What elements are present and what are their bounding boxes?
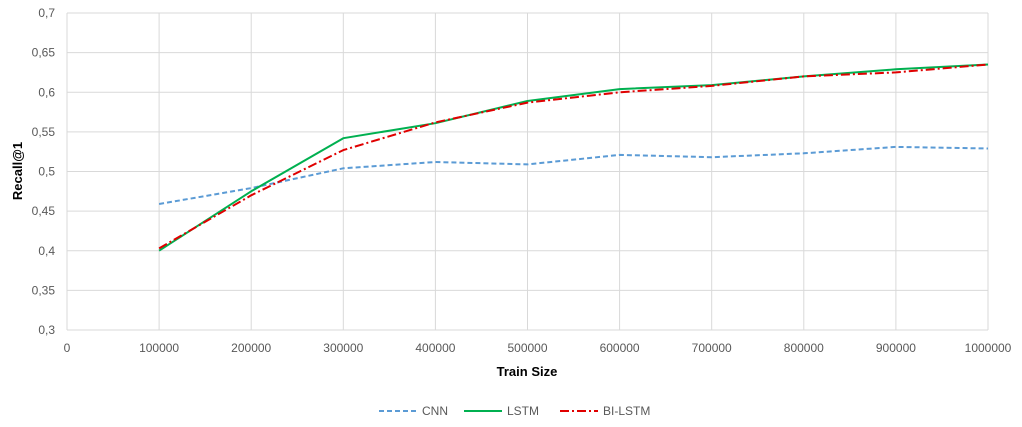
legend-label-bi-lstm: BI-LSTM [603,404,650,418]
series-lines [158,63,989,252]
axes [66,13,988,331]
x-tick-label: 200000 [231,341,271,355]
x-axis-tick-labels: 0 100000 200000 300000 400000 500000 600000 700… [64,341,1012,355]
y-tick-label: 0,4 [38,244,55,258]
y-tick-label: 0,5 [38,165,55,179]
legend-label-lstm: LSTM [507,404,539,418]
legend-item-bi-lstm: BI-LSTM [560,404,650,418]
x-tick-label: 300000 [323,341,363,355]
gridlines [67,12,989,330]
x-tick-label: 900000 [876,341,916,355]
x-axis-title: Train Size [497,364,558,379]
x-tick-label: 0 [64,341,71,355]
y-tick-label: 0,35 [32,283,56,297]
y-tick-label: 0,45 [32,204,56,218]
x-tick-label: 100000 [139,341,179,355]
y-tick-label: 0,55 [32,125,56,139]
y-tick-label: 0,7 [38,6,55,20]
legend: CNN LSTM BI-LSTM [379,404,650,418]
y-tick-label: 0,6 [38,85,55,99]
y-tick-label: 0,65 [32,46,56,60]
x-tick-label: 1000000 [965,341,1012,355]
legend-item-cnn: CNN [379,404,448,418]
series-line-lstm [158,63,989,252]
y-axis-title: Recall@1 [10,142,25,200]
series-line-bi-lstm [158,63,989,250]
y-axis-tick-labels: 0,3 0,35 0,4 0,45 0,5 0,55 0,6 0,65 0,7 [32,6,56,337]
legend-item-lstm: LSTM [464,404,539,418]
x-tick-label: 600000 [600,341,640,355]
x-tick-label: 500000 [507,341,547,355]
y-tick-label: 0,3 [38,323,55,337]
x-tick-label: 400000 [415,341,455,355]
x-tick-label: 800000 [784,341,824,355]
legend-label-cnn: CNN [422,404,448,418]
series-line-cnn [158,145,989,205]
x-tick-label: 700000 [692,341,732,355]
